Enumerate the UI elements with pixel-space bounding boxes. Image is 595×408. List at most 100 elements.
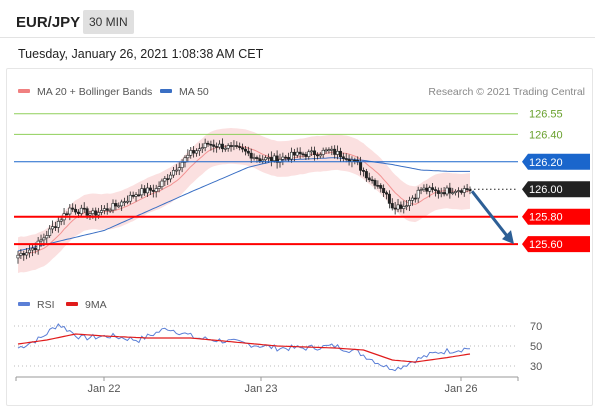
candle-body [292, 151, 296, 156]
candle-body [206, 142, 210, 145]
legend-ma50-label: MA 50 [179, 86, 209, 98]
chart-frame [6, 68, 593, 406]
candle-body [246, 150, 250, 154]
candle-body [160, 180, 164, 188]
candle-body [235, 145, 239, 147]
candle-body [462, 188, 466, 193]
candle-body [226, 145, 230, 149]
candle-body [295, 151, 299, 156]
price-tag-125.80 [522, 208, 590, 225]
candle-body [140, 188, 144, 196]
candle-body [241, 147, 245, 150]
candle-body [120, 201, 124, 207]
candle-body [304, 154, 308, 157]
attribution-text: Research © 2021 Trading Central [428, 86, 585, 98]
candle-body [36, 240, 40, 251]
candle-body [278, 159, 282, 163]
candle-body [287, 157, 291, 160]
candle-body [399, 204, 403, 209]
candle-body [94, 210, 98, 216]
candle-body [275, 155, 279, 163]
candle-body [261, 159, 265, 162]
candle-body [301, 153, 305, 156]
rsi-tick-30: 30 [530, 361, 542, 373]
candle-body [333, 148, 337, 155]
candle-body [465, 188, 469, 190]
price-tag-125.60 [522, 236, 590, 253]
candle-body [183, 157, 187, 163]
candle-body [111, 203, 115, 211]
candle-body [171, 170, 175, 176]
candle-body [108, 209, 112, 212]
candle-body [71, 207, 75, 210]
candle-body [390, 203, 394, 209]
candle-body [59, 219, 63, 222]
candle-body [344, 158, 348, 160]
candle-body [97, 212, 101, 216]
candle-body [433, 189, 437, 191]
candle-body [318, 154, 322, 157]
x-tick-label: Jan 23 [244, 383, 277, 395]
legend-ma20-label: MA 20 + Bollinger Bands [37, 86, 152, 98]
timeframe-button[interactable]: 30 MIN [83, 10, 134, 34]
x-tick-label: Jan 26 [444, 383, 477, 395]
candle-body [30, 247, 34, 251]
candle-body [324, 149, 328, 152]
candle-body [105, 208, 109, 211]
candle-body [146, 187, 150, 194]
x-tick-label: Jan 22 [87, 383, 120, 395]
candle-body [114, 203, 118, 207]
candle-body [151, 190, 155, 192]
candle-body [174, 169, 178, 172]
candle-body [353, 159, 357, 162]
candle-body [243, 148, 247, 152]
candle-body [454, 191, 458, 193]
candle-body [220, 143, 224, 150]
candle-body [258, 158, 262, 162]
candle-body [422, 187, 426, 190]
candle-body [48, 228, 52, 236]
candle-body [459, 190, 463, 193]
candle-body [428, 187, 432, 192]
price-tag-126.20 [522, 153, 590, 170]
candle-body [163, 178, 167, 182]
candle-body [439, 192, 443, 194]
candle-body [131, 194, 135, 197]
bollinger-band [18, 128, 470, 273]
candle-body [451, 192, 455, 194]
candle-body [347, 158, 351, 162]
candle-body [431, 187, 435, 190]
candle-body [88, 213, 92, 216]
candle-body [313, 150, 317, 156]
candle-body [125, 200, 129, 203]
level-label-126.20: 126.20 [529, 157, 563, 169]
candle-body [22, 253, 26, 256]
level-label-126.40: 126.40 [529, 129, 563, 141]
candle-body [28, 249, 32, 254]
candle-body [51, 226, 55, 230]
candle-body [123, 201, 127, 204]
rsi-tick-50: 50 [530, 341, 542, 353]
candle-body [255, 157, 259, 159]
candle-body [194, 150, 198, 154]
candle-body [19, 253, 23, 256]
candle-body [56, 220, 60, 228]
candle-body [436, 190, 440, 194]
candle-body [215, 146, 219, 148]
price-plot [16, 128, 472, 273]
candle-body [445, 187, 449, 195]
candle-body [212, 144, 216, 147]
legend-rsi-label: RSI [37, 299, 55, 311]
x-axis: Jan 22 Jan 23 Jan 26 [15, 376, 519, 395]
candle-body [223, 147, 227, 150]
candle-body [203, 142, 207, 148]
candle-body [128, 194, 132, 202]
candle-body [65, 213, 69, 215]
candle-body [370, 179, 374, 182]
candle-body [177, 167, 181, 171]
candle-body [359, 161, 363, 171]
legend-9ma-label: 9MA [85, 299, 107, 311]
candle-body [327, 149, 331, 151]
candle-body [416, 189, 420, 199]
candle-body [468, 189, 472, 191]
